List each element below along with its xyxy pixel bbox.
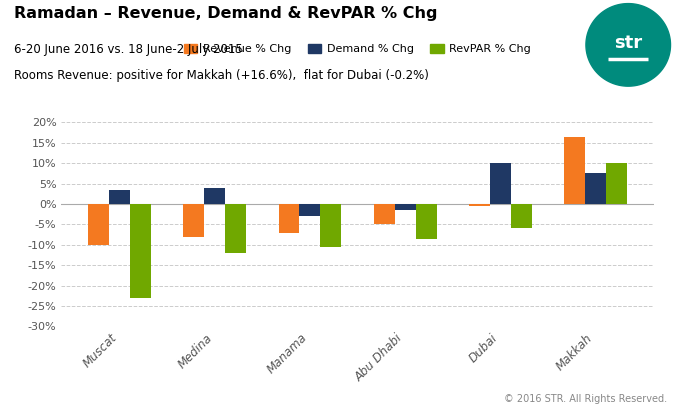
Bar [374,204,394,224]
Bar [585,173,606,204]
Bar [394,204,415,210]
Bar [130,204,151,298]
Bar [564,137,585,204]
Bar [183,204,204,237]
Bar [511,204,532,228]
Bar [606,163,627,204]
Text: © 2016 STR. All Rights Reserved.: © 2016 STR. All Rights Reserved. [504,394,667,404]
Text: 6-20 June 2016 vs. 18 June-2 July 2015: 6-20 June 2016 vs. 18 June-2 July 2015 [14,43,242,56]
Bar [300,204,321,216]
Bar [89,204,109,245]
Bar [469,204,490,206]
Legend: Revenue % Chg, Demand % Chg, RevPAR % Chg: Revenue % Chg, Demand % Chg, RevPAR % Ch… [180,39,535,58]
Bar [204,188,225,204]
Text: Rooms Revenue: positive for Makkah (+16.6%),  flat for Dubai (-0.2%): Rooms Revenue: positive for Makkah (+16.… [14,69,428,82]
Polygon shape [586,4,671,86]
Text: str: str [614,34,642,52]
Bar [279,204,300,233]
Bar [490,163,511,204]
Bar [321,204,341,247]
Text: Ramadan – Revenue, Demand & RevPAR % Chg: Ramadan – Revenue, Demand & RevPAR % Chg [14,6,437,21]
Bar [225,204,247,253]
Bar [109,190,130,204]
Bar [415,204,437,239]
